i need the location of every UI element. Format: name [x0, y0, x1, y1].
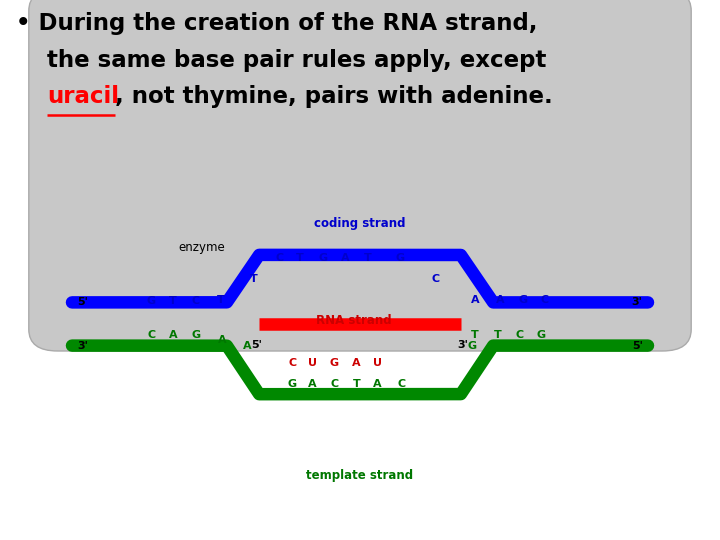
Text: , not thymine, pairs with adenine.: , not thymine, pairs with adenine. [115, 85, 553, 109]
Text: T: T [494, 330, 501, 340]
Text: enzyme: enzyme [179, 241, 225, 254]
Text: G: G [192, 330, 200, 340]
Text: U: U [308, 358, 317, 368]
Text: uracil: uracil [47, 85, 119, 109]
Text: 3': 3' [457, 340, 469, 349]
Text: G: G [537, 330, 546, 340]
Text: G: G [288, 380, 297, 389]
Text: • During the creation of the RNA strand,: • During the creation of the RNA strand, [16, 12, 537, 35]
Text: T: T [364, 253, 372, 263]
Text: C: C [516, 330, 524, 340]
Text: template strand: template strand [307, 469, 413, 482]
Text: G: G [468, 341, 477, 350]
Text: C: C [330, 380, 338, 389]
Text: C: C [192, 296, 200, 306]
Text: T: T [472, 330, 479, 340]
Text: C: C [541, 295, 549, 305]
Text: A: A [217, 335, 226, 345]
Text: RNA strand: RNA strand [316, 314, 392, 327]
Text: 5': 5' [77, 298, 89, 307]
Text: A: A [471, 295, 480, 305]
Text: coding strand: coding strand [314, 217, 406, 230]
Text: T: T [296, 253, 303, 263]
Text: C: C [288, 358, 297, 368]
Text: G: G [147, 296, 156, 306]
Text: A: A [168, 330, 177, 340]
Text: G: G [330, 358, 338, 368]
Text: A: A [341, 253, 350, 263]
Text: A: A [308, 380, 317, 389]
Text: 5': 5' [631, 341, 643, 350]
FancyBboxPatch shape [29, 0, 691, 351]
Text: 3': 3' [77, 341, 89, 350]
Text: A: A [243, 341, 252, 350]
Text: T: T [353, 380, 360, 389]
Text: A: A [352, 358, 361, 368]
Text: T: T [250, 274, 257, 284]
Text: G: G [319, 253, 328, 263]
Text: G: G [395, 253, 404, 263]
Text: C: C [275, 253, 284, 263]
Text: A: A [373, 380, 382, 389]
Text: G: G [518, 295, 527, 305]
Text: T: T [217, 295, 225, 305]
Text: the same base pair rules apply, except: the same base pair rules apply, except [47, 49, 546, 72]
Text: C: C [431, 274, 440, 284]
Text: C: C [147, 330, 156, 340]
Text: 5': 5' [251, 340, 263, 349]
Text: T: T [169, 296, 176, 306]
Text: A: A [496, 295, 505, 305]
Text: U: U [373, 358, 382, 368]
Text: 3': 3' [631, 298, 643, 307]
Text: C: C [397, 380, 406, 389]
